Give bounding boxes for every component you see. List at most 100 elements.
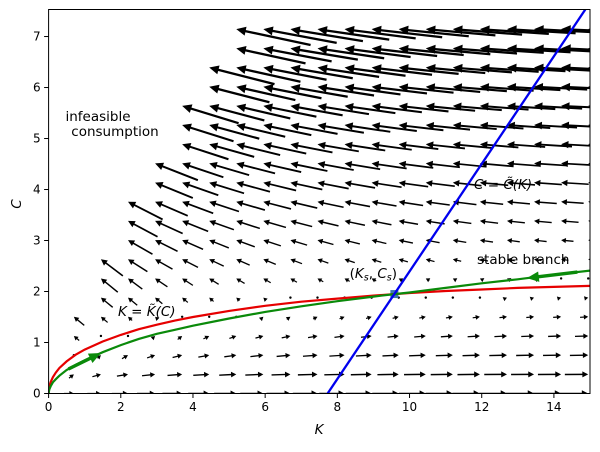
quiver-arrow-head (263, 27, 273, 36)
quiver-arrow-head (557, 315, 561, 320)
quiver-arrow-head (421, 315, 426, 320)
quiver-arrow-head (236, 123, 245, 131)
quiver-arrow-head (480, 45, 490, 54)
quiver-arrow-shaft (214, 203, 239, 211)
quiver-arrow-shaft (376, 222, 392, 225)
quiver-arrow-head (236, 65, 246, 74)
quiver-arrow-head (394, 315, 399, 320)
quiver-arrow-head (426, 219, 432, 225)
quiver-arrow-shaft (593, 183, 600, 184)
quiver-arrow-head (182, 162, 191, 169)
x-axis-label: K (315, 422, 325, 438)
quiver-arrow-head (561, 122, 569, 130)
y-tick-label: 1 (33, 336, 41, 350)
quiver-arrow-shaft (212, 261, 223, 266)
quiver-arrow-head (393, 371, 399, 377)
quiver-arrow-shaft (402, 241, 413, 243)
quiver-arrow-head (263, 161, 271, 168)
quiver-arrow-head (475, 334, 480, 339)
quiver-arrow-shaft (214, 222, 234, 229)
quiver-arrow-shaft (161, 166, 198, 180)
quiver-arrow-shaft (376, 203, 396, 206)
quiver-arrow-head (209, 123, 218, 131)
quiver-arrow-head (584, 315, 588, 320)
y-axis-label: C (9, 199, 25, 209)
quiver-arrow-head (209, 181, 217, 188)
quiver-arrow-head (588, 218, 593, 224)
quiver-arrow-head (503, 297, 507, 301)
quiver-arrow-shaft (294, 241, 307, 245)
quiver-arrow-head (263, 298, 267, 302)
quiver-arrow-head (263, 65, 273, 74)
quiver-arrow-shaft (132, 243, 152, 255)
quiver-arrow-head (263, 239, 269, 244)
quiver-arrow-head (366, 353, 371, 358)
quiver-arrow-shaft (538, 202, 556, 203)
quiver-dot (316, 296, 318, 298)
quiver-arrow-head (534, 219, 540, 225)
quiver-arrow-shaft (403, 222, 418, 225)
quiver-arrow-head (258, 353, 263, 358)
quiver-arrow-shaft (295, 203, 317, 208)
quiver-arrow-head (182, 124, 192, 132)
quiver-arrow-shaft (409, 355, 422, 356)
quiver-arrow-shaft (215, 165, 249, 175)
quiver-arrow-shaft (267, 241, 281, 246)
consumption-locus-label: C = C̃(K) (474, 177, 532, 193)
quiver-arrow-head (236, 200, 243, 206)
quiver-arrow-head (96, 373, 101, 378)
y-tick-label: 7 (33, 30, 41, 44)
quiver-arrow-head (588, 122, 596, 130)
quiver-arrow-head (177, 354, 182, 359)
quiver-arrow-shaft (160, 223, 183, 234)
quiver-arrow-head (448, 353, 453, 359)
quiver-dot (127, 335, 129, 337)
quiver-arrow-head (345, 200, 352, 206)
quiver-arrow-head (290, 161, 298, 168)
quiver-arrow-head (177, 372, 182, 377)
quiver-dot (560, 277, 562, 279)
infeasible-region-label-line2: consumption (71, 124, 158, 140)
quiver-arrow-shaft (158, 280, 167, 286)
quiver-arrow-head (534, 238, 539, 243)
quiver-arrow-head (475, 315, 480, 320)
quiver-arrow-head (366, 372, 372, 378)
quiver-arrow-head (259, 335, 264, 340)
quiver-arrow-head (372, 180, 379, 187)
quiver-arrow-shaft (595, 87, 600, 89)
quiver-arrow-shaft (269, 184, 297, 191)
quiver-arrow-shaft (595, 106, 600, 108)
quiver-arrow-shaft (457, 221, 472, 223)
quiver-arrow-shaft (484, 202, 503, 204)
quiver-arrow-head (534, 180, 540, 186)
quiver-arrow-shaft (594, 125, 600, 126)
quiver-arrow-shaft (187, 223, 209, 232)
quiver-arrow-head (345, 142, 353, 149)
quiver-dot (181, 316, 183, 318)
quiver-arrow-head (399, 200, 405, 206)
quiver-arrow-head (530, 297, 534, 301)
quiver-arrow-shaft (244, 31, 310, 45)
quiver-arrow-head (123, 373, 128, 378)
quiver-arrow-shaft (322, 222, 339, 226)
quiver-arrow-head (290, 219, 296, 225)
quiver-arrow-head (313, 334, 318, 339)
quiver-arrow-head (372, 219, 378, 225)
quiver-arrow-head (583, 333, 588, 338)
quiver-arrow-head (151, 336, 155, 340)
infeasible-region-label-line1: infeasible (65, 109, 130, 125)
quiver-arrow-head (236, 162, 244, 169)
quiver-arrow-head (447, 371, 453, 377)
quiver-arrow-head (534, 199, 540, 205)
quiver-arrow-head (263, 123, 272, 131)
quiver-arrow-shaft (159, 261, 173, 269)
quiver-arrow-shaft (168, 375, 179, 376)
quiver-arrow-head (399, 180, 406, 187)
quiver-arrow-shaft (213, 242, 229, 248)
quiver-arrow-head (286, 335, 291, 340)
quiver-arrow-shaft (591, 260, 595, 261)
quiver-arrow-head (209, 143, 218, 151)
quiver-arrow-head (588, 180, 594, 186)
